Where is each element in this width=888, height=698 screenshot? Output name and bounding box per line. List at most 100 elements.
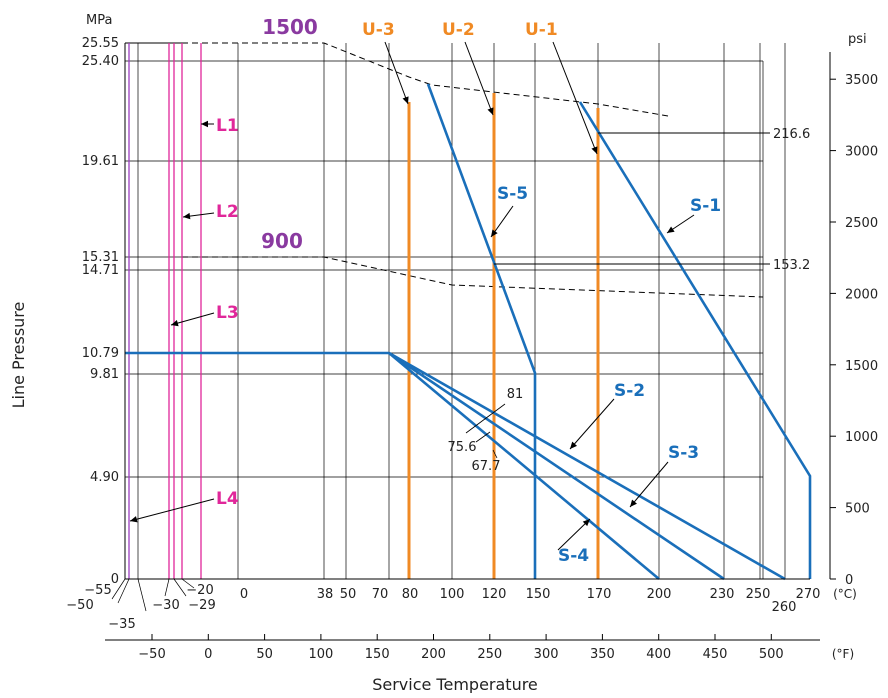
psi-unit-label: psi — [848, 32, 867, 47]
tick-leader — [137, 578, 147, 612]
celsius-tick-label: −20 — [186, 583, 213, 598]
celsius-tick-label: 170 — [587, 587, 612, 602]
psi-tick-label: 1000 — [845, 430, 878, 445]
celsius-tick-label: 150 — [526, 587, 551, 602]
arrow-s3-head — [630, 499, 637, 507]
s4-line — [388, 352, 660, 580]
annot-153-label: 153.2 — [773, 258, 810, 273]
label-u3: U-3 — [362, 20, 395, 40]
mpa-tick-label: 0 — [111, 572, 119, 587]
arrow-l4 — [129, 498, 215, 522]
axes: 0500100015002000250030003500psi04.909.81… — [9, 13, 878, 694]
fahrenheit-tick-label: 150 — [365, 647, 390, 662]
label-u2: U-2 — [442, 20, 475, 40]
celsius-tick-label: −30 — [152, 598, 179, 613]
s5-line — [426, 83, 537, 579]
annot-216-label: 216.6 — [773, 127, 810, 142]
class-label-1500: 1500 — [262, 15, 318, 39]
celsius-tick-label: 260 — [772, 600, 797, 615]
tick-leader — [111, 578, 126, 600]
celsius-tick-label: 200 — [647, 587, 672, 602]
annot-677-label: 67.7 — [472, 459, 501, 474]
rating-1500-line — [182, 42, 669, 117]
mpa-unit-label: MPa — [86, 13, 112, 28]
celsius-tick-label: −35 — [108, 617, 135, 632]
label-s2: S-2 — [614, 381, 645, 401]
celsius-tick-label: 120 — [482, 587, 507, 602]
mpa-tick-label: 15.31 — [82, 250, 119, 265]
fahrenheit-tick-label: 50 — [256, 647, 273, 662]
fahrenheit-tick-label: 350 — [590, 647, 615, 662]
arrow-s4 — [557, 518, 591, 551]
label-s5: S-5 — [497, 184, 528, 204]
rating-900-line — [182, 256, 764, 298]
label-s1: S-1 — [690, 196, 721, 216]
fahrenheit-tick-label: 100 — [308, 647, 333, 662]
celsius-tick-label: 70 — [372, 587, 389, 602]
mpa-tick-label: 10.79 — [82, 346, 119, 361]
tick-leader — [164, 578, 170, 597]
arrow-s5-head — [491, 229, 498, 237]
psi-tick-label: 1500 — [845, 359, 878, 374]
tick-leader — [173, 578, 187, 597]
annotations: 216.6 153.2 81 75.6 67.7 L1 L2 L3 L4 U-3 U-2 U-1 S-5… — [129, 20, 810, 566]
label-l3: L3 — [216, 303, 239, 323]
x-axis-title: Service Temperature — [372, 675, 538, 693]
celsius-tick-label: −50 — [66, 598, 93, 613]
label-l2: L2 — [216, 202, 239, 222]
mpa-tick-label: 25.40 — [82, 54, 119, 69]
psi-tick-label: 2000 — [845, 287, 878, 302]
y-axis-title: Line Pressure — [9, 302, 28, 409]
grid — [125, 42, 786, 579]
label-s3: S-3 — [668, 443, 699, 463]
annot-756-label: 75.6 — [448, 440, 477, 455]
label-s4: S-4 — [558, 546, 589, 566]
psi-tick-label: 500 — [845, 502, 870, 517]
fahrenheit-tick-label: 250 — [477, 647, 502, 662]
series-lines — [125, 43, 812, 581]
arrow-l3 — [170, 312, 215, 326]
fahrenheit-tick-label: −50 — [138, 647, 165, 662]
arrow-l1-head — [201, 120, 208, 128]
fahrenheit-unit-label: (°F) — [832, 647, 854, 661]
label-l4: L4 — [216, 489, 239, 509]
arrow-u1 — [552, 41, 598, 155]
fahrenheit-tick-label: 400 — [646, 647, 671, 662]
psi-tick-label: 2500 — [845, 216, 878, 231]
celsius-tick-label: −55 — [84, 583, 111, 598]
arrow-u3 — [384, 41, 409, 105]
mpa-tick-label: 25.55 — [82, 36, 119, 51]
arrow-s2 — [569, 398, 615, 450]
celsius-tick-label: 100 — [440, 587, 465, 602]
celsius-tick-label: 250 — [746, 587, 771, 602]
fahrenheit-tick-label: 450 — [703, 647, 728, 662]
arrow-u3-head — [402, 96, 409, 104]
tick-leader — [117, 578, 130, 604]
annot-leader — [475, 431, 491, 443]
celsius-tick-label: 38 — [317, 587, 334, 602]
label-u1: U-1 — [525, 20, 558, 40]
s1-line — [578, 101, 812, 579]
psi-tick-label: 3000 — [845, 145, 878, 160]
mpa-tick-label: 4.90 — [90, 470, 119, 485]
fahrenheit-tick-label: 200 — [421, 647, 446, 662]
mpa-tick-label: 19.61 — [82, 154, 119, 169]
celsius-tick-label: 50 — [340, 587, 357, 602]
s3-line — [388, 351, 725, 581]
rating-curves: 1500 900 — [182, 15, 764, 298]
celsius-tick-label: −29 — [188, 598, 215, 613]
arrow-l4-head — [130, 516, 138, 523]
fahrenheit-tick-label: 500 — [759, 647, 784, 662]
celsius-tick-label: 270 — [796, 587, 821, 602]
arrow-u2 — [464, 41, 494, 116]
arrow-u2-head — [487, 107, 494, 115]
s2-line — [388, 351, 786, 581]
annot-leader — [465, 403, 506, 434]
arrow-l2-head — [183, 212, 191, 220]
annot-81-label: 81 — [507, 387, 524, 402]
celsius-tick-label: 0 — [240, 587, 248, 602]
fahrenheit-tick-label: 300 — [534, 647, 559, 662]
mpa-tick-label: 14.71 — [82, 263, 119, 278]
